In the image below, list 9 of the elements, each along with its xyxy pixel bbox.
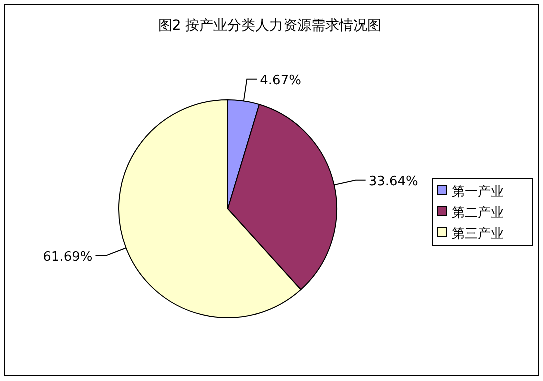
data-label: 33.64%	[368, 174, 418, 190]
pie-slice	[228, 104, 338, 290]
legend-label: 第三产业	[452, 227, 504, 242]
legend-label: 第二产业	[452, 206, 504, 221]
data-label: 61.69%	[43, 250, 93, 266]
legend-label: 第一产业	[452, 185, 504, 200]
pie-slice	[118, 100, 302, 318]
chart-title: 图2 按产业分类人力资源需求情况图	[158, 18, 382, 34]
data-label: 4.67%	[260, 73, 302, 88]
